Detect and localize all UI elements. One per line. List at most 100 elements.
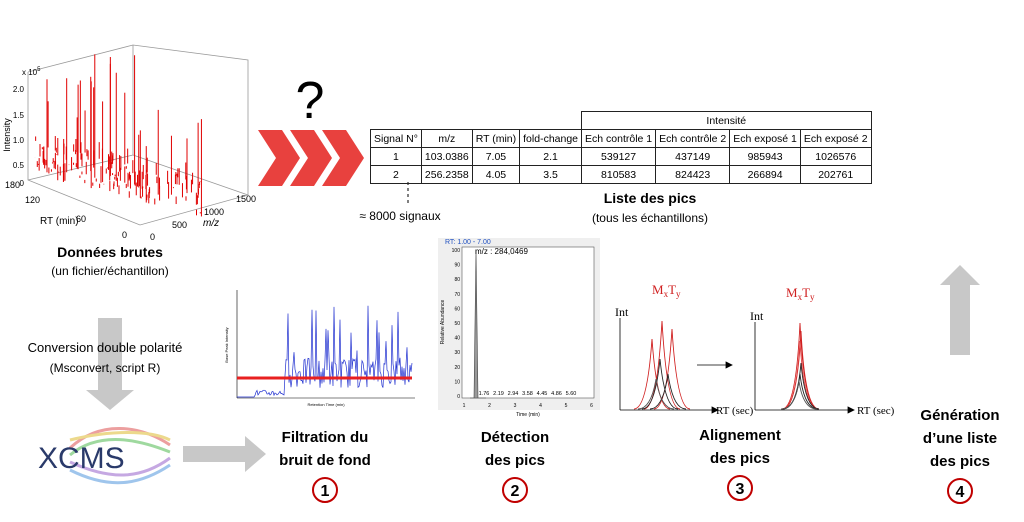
mz-tick: 500 xyxy=(172,220,187,230)
detection-mz: m/z : 284,0469 xyxy=(475,247,528,256)
peak-list-subtitle: (tous les échantillons) xyxy=(592,211,708,225)
det-peak-label: 2.94 xyxy=(508,391,519,397)
rt-label: RT (min) xyxy=(40,216,79,227)
peak xyxy=(781,340,819,410)
filt-y-label: Base Peak Intensity xyxy=(224,327,229,362)
cell: 2.1 xyxy=(519,147,583,166)
det-y-tick: 80 xyxy=(454,277,460,283)
logo: XCMS xyxy=(38,442,125,475)
det-y-tick: 90 xyxy=(454,263,460,269)
step-number: 2 xyxy=(511,483,520,500)
rt-sec-label: RT (sec) xyxy=(716,405,754,417)
y-tick: 0.5 xyxy=(13,161,25,170)
det-x-tick: 4 xyxy=(539,403,542,409)
y-label: Intensity xyxy=(2,118,12,152)
cell: Ech contrôle 2 xyxy=(655,129,731,148)
det-x-tick: 1 xyxy=(463,403,466,409)
step-number: 1 xyxy=(321,483,330,500)
cell: 2 xyxy=(370,165,422,184)
step-label: des pics xyxy=(710,450,770,467)
det-y-tick: 60 xyxy=(454,306,460,312)
rt-sec-label: RT (sec) xyxy=(857,405,895,417)
peak-label-part: T xyxy=(668,282,676,297)
int-label: Int xyxy=(750,309,764,323)
step-label: Détection xyxy=(481,429,549,446)
xcms-logo xyxy=(68,427,171,485)
filtration-plot xyxy=(236,290,415,399)
step-circle xyxy=(727,475,753,501)
cell: 824423 xyxy=(655,165,731,184)
blank xyxy=(371,112,582,130)
peak-label-part: T xyxy=(802,285,810,300)
det-peak-label: 4.45 xyxy=(537,391,548,397)
step-number: 4 xyxy=(956,484,965,501)
y-tick: 0 xyxy=(20,179,25,188)
cell: 256.2358 xyxy=(420,165,473,184)
scale: x 10 xyxy=(22,68,38,77)
rt-tick: 120 xyxy=(25,195,40,205)
step-label: Alignement xyxy=(699,427,781,444)
step-label: des pics xyxy=(930,453,990,470)
cell: fold-change xyxy=(519,129,583,148)
cell: 266894 xyxy=(729,165,801,184)
step-label: bruit de fond xyxy=(279,452,371,469)
peak xyxy=(781,322,819,410)
peak xyxy=(780,380,818,410)
detection-x-label: Time (min) xyxy=(516,412,540,418)
det-x-tick: 5 xyxy=(565,403,568,409)
y-tick: 1.0 xyxy=(13,136,25,145)
det-peak-label: 5.60 xyxy=(566,391,577,397)
conversion-title: Conversion double polarité xyxy=(28,340,183,355)
det-y-tick: 70 xyxy=(454,292,460,298)
cell: Signal N° xyxy=(370,129,422,148)
step-label: d’une liste xyxy=(923,430,997,447)
cell: m/z xyxy=(420,129,473,148)
header-row: Signal N° m/z RT (min) fold-change Ech contr… xyxy=(370,129,872,148)
y-tick: 1.5 xyxy=(13,111,25,120)
gray-arrows xyxy=(86,265,980,472)
peak xyxy=(641,358,679,410)
det-peak-label: 1.76 xyxy=(479,391,490,397)
cell: 985943 xyxy=(729,147,801,166)
peak xyxy=(782,330,820,410)
peak-label-part: y xyxy=(676,289,681,299)
detection-peak xyxy=(470,249,486,399)
mz-tick: 1000 xyxy=(204,207,224,217)
raw-subtitle: (un fichier/échantillon) xyxy=(51,264,168,278)
peak-label-part: M xyxy=(786,285,798,300)
scale-label: x 105 xyxy=(22,67,41,77)
cell: 4.05 xyxy=(471,165,521,184)
cell: 1026576 xyxy=(799,147,872,166)
step-label: Génération xyxy=(920,407,999,424)
cell: 202761 xyxy=(799,165,872,184)
det-y-tick: 40 xyxy=(454,336,460,342)
step-label: Filtration du xyxy=(282,429,369,446)
step-circle xyxy=(502,477,528,503)
cell: 437149 xyxy=(655,147,731,166)
step-circle xyxy=(947,478,973,504)
rt-tick: 180 xyxy=(5,180,20,190)
peak-label: MxTy xyxy=(786,285,815,302)
row: 1 103.0386 7.05 2.1 539127 437149 985943 102657… xyxy=(370,147,872,166)
cell: 7.05 xyxy=(471,147,521,166)
cell: Ech exposé 1 xyxy=(729,129,801,148)
det-x-tick: 3 xyxy=(514,403,517,409)
det-peak-label: 4.86 xyxy=(551,391,562,397)
rt-tick: 60 xyxy=(76,214,86,224)
det-y-tick: 10 xyxy=(454,379,460,385)
mz-tick: 1500 xyxy=(236,194,256,204)
cell: RT (min) xyxy=(471,129,521,148)
cell: Ech exposé 2 xyxy=(799,129,872,148)
peak-label-part: M xyxy=(652,282,664,297)
cell: 539127 xyxy=(581,147,657,166)
det-y-tick: 100 xyxy=(452,248,461,254)
raw-plot xyxy=(27,44,249,226)
conversion-subtitle: (Msconvert, script R) xyxy=(50,361,161,375)
peak xyxy=(653,328,691,410)
det-peak-label: 3.58 xyxy=(522,391,533,397)
peak-label: MxTy xyxy=(652,282,681,299)
det-peak-label: 2.19 xyxy=(493,391,504,397)
det-y-tick: 50 xyxy=(454,321,460,327)
cell: Ech contrôle 1 xyxy=(581,129,657,148)
